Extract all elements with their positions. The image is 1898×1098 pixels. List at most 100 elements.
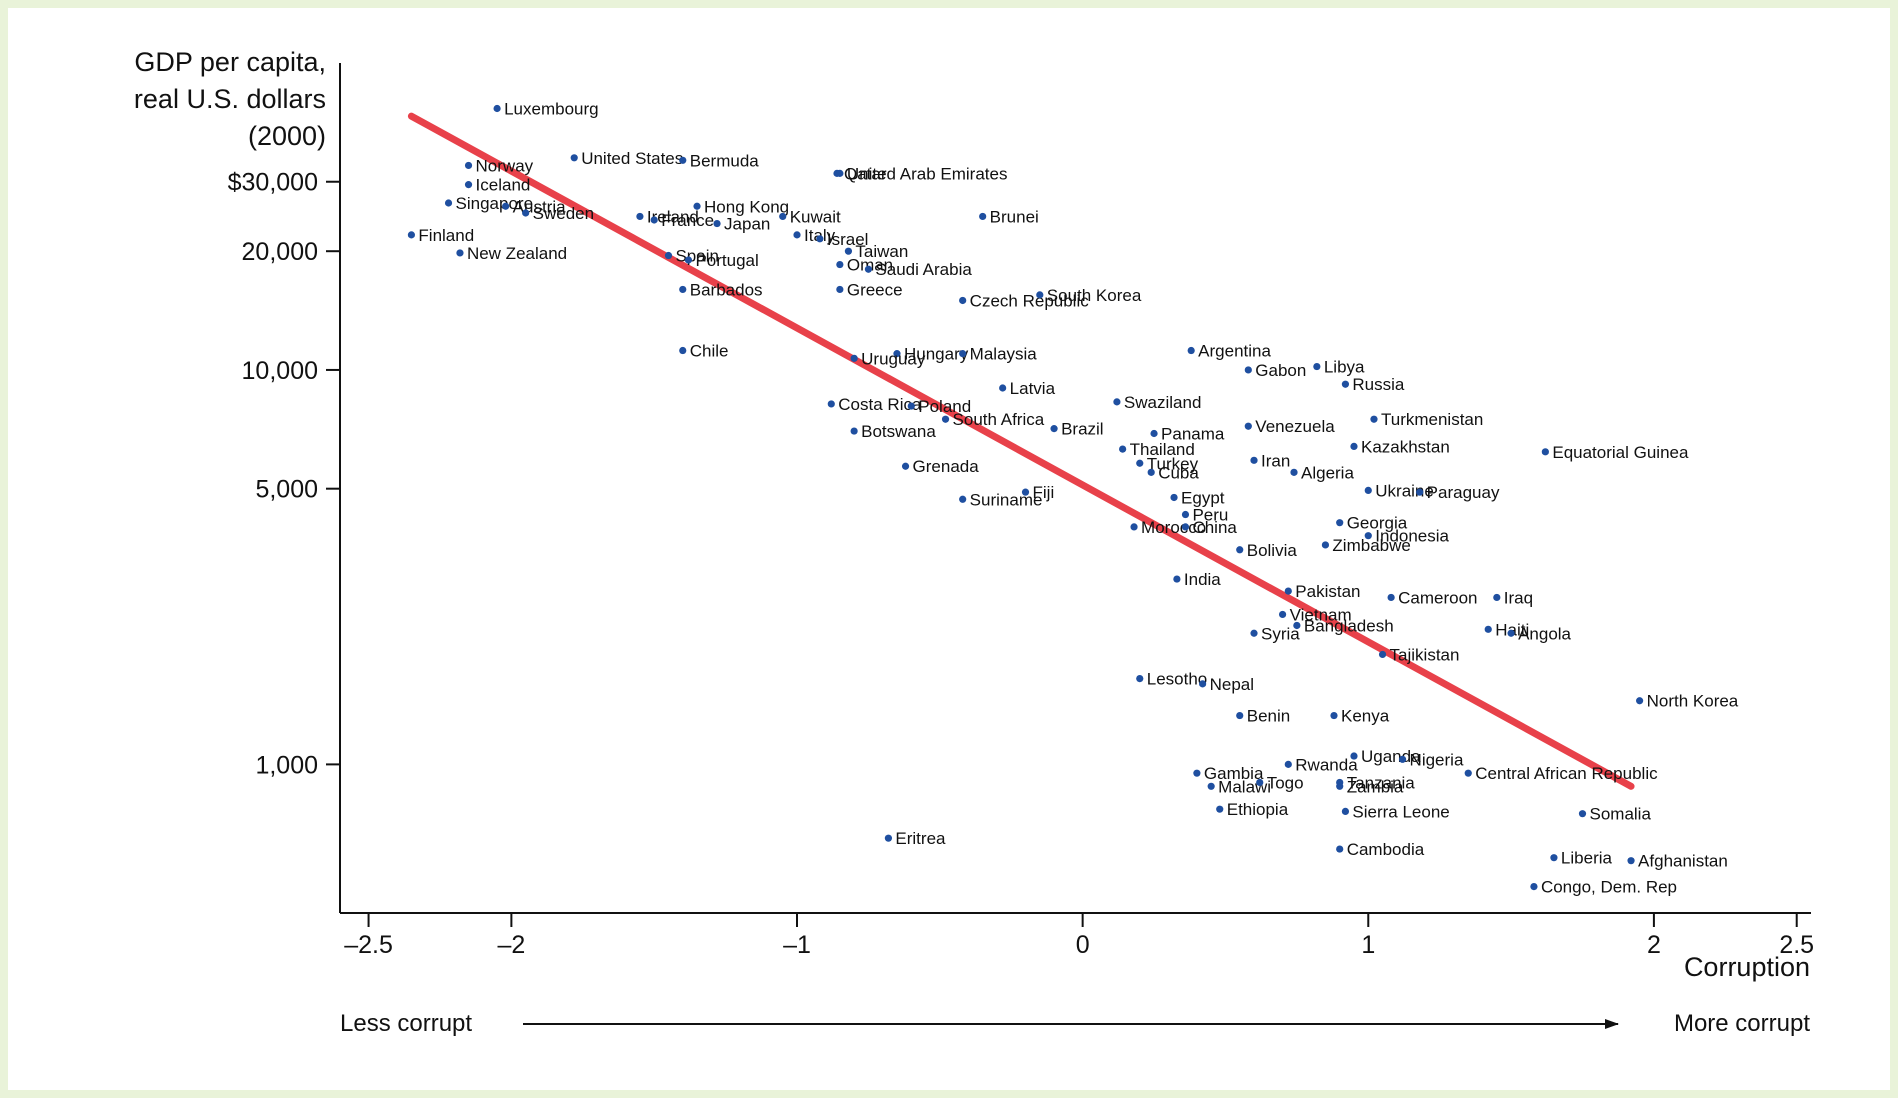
point-label-turkey: Turkey — [1147, 454, 1199, 473]
point-tajikistan — [1378, 650, 1387, 659]
point-label-saudi-arabia: Saudi Arabia — [875, 260, 972, 279]
x-tick-label: 0 — [1076, 931, 1090, 959]
point-turkmenistan — [1370, 415, 1378, 423]
point-chile — [679, 346, 687, 355]
point-label-botswana: Botswana — [861, 422, 936, 441]
point-ethiopia — [1216, 805, 1224, 813]
point-benin — [1236, 711, 1244, 720]
point-label-gabon: Gabon — [1255, 361, 1306, 380]
point-morocco — [1130, 523, 1138, 531]
point-nigeria — [1398, 755, 1407, 763]
point-label-somalia: Somalia — [1589, 805, 1651, 824]
point-uganda — [1350, 752, 1358, 760]
point-norway — [464, 161, 473, 170]
point-china — [1181, 523, 1190, 531]
y-axis-ticks: $30,000 20,000 10,000 5,000 1,000 — [228, 169, 340, 779]
point-label-togo: Togo — [1267, 773, 1304, 792]
point-label-new-zealand: New Zealand — [467, 244, 567, 263]
x-axis-ticks: –2.5 –2 –1 0 1 2 2.5 — [344, 913, 1814, 959]
point-label-zimbabwe: Zimbabwe — [1332, 536, 1410, 555]
point-equatorial-guinea — [1541, 448, 1549, 456]
point-cuba — [1147, 468, 1155, 476]
point-lesotho — [1136, 675, 1144, 683]
point-label-nigeria: Nigeria — [1410, 750, 1464, 769]
point-bangladesh — [1293, 621, 1301, 630]
point-label-china: China — [1192, 518, 1237, 537]
point-label-kenya: Kenya — [1341, 707, 1390, 726]
point-label-georgia: Georgia — [1347, 514, 1408, 533]
point-liberia — [1550, 854, 1558, 862]
point-egypt — [1170, 493, 1178, 502]
y-tick-label: 1,000 — [255, 751, 318, 779]
point-label-peru: Peru — [1192, 506, 1228, 525]
point-label-fiji: Fiji — [1033, 483, 1055, 502]
point-label-united-arab-emirates: United Arab Emirates — [847, 164, 1008, 183]
trend-line — [407, 112, 1635, 790]
point-gabon — [1244, 366, 1252, 374]
point-label-paraguay: Paraguay — [1427, 483, 1500, 502]
point-label-ethiopia: Ethiopia — [1227, 800, 1289, 819]
point-label-greece: Greece — [847, 280, 903, 299]
point-japan — [713, 219, 721, 228]
point-kazakhstan — [1350, 442, 1358, 450]
point-malaysia — [959, 350, 967, 358]
point-tanzania — [1336, 778, 1344, 787]
point-label-russia: Russia — [1352, 375, 1405, 394]
point-cambodia — [1336, 845, 1344, 853]
point-czech-republic — [959, 296, 967, 305]
point-new-zealand — [456, 249, 464, 257]
point-label-kazakhstan: Kazakhstan — [1361, 437, 1450, 456]
y-axis-title-line-3: (2000) — [248, 121, 326, 151]
y-tick-label: $30,000 — [228, 169, 318, 197]
point-label-luxembourg: Luxembourg — [504, 100, 599, 119]
point-label-angola: Angola — [1518, 624, 1571, 643]
point-label-morocco: Morocco — [1141, 518, 1206, 537]
point-iran — [1250, 456, 1258, 464]
point-italy — [793, 231, 801, 239]
point-uruguay — [850, 354, 858, 362]
point-algeria — [1290, 468, 1298, 476]
data-points: Luxembourg Norway United States Bermuda Icel… — [407, 100, 1739, 897]
point-label-indonesia: Indonesia — [1375, 527, 1449, 546]
point-gambia — [1193, 769, 1201, 777]
point-luxembourg — [493, 104, 501, 113]
point-paraguay — [1416, 488, 1424, 496]
point-south-korea — [1036, 291, 1044, 299]
point-kuwait — [779, 212, 787, 221]
point-label-lesotho: Lesotho — [1147, 670, 1208, 689]
point-label-equatorial-guinea: Equatorial Guinea — [1552, 443, 1689, 462]
point-argentina — [1187, 346, 1195, 355]
x-axis-title: Corruption — [1684, 952, 1810, 982]
point-label-swaziland: Swaziland — [1124, 393, 1202, 412]
point-iceland — [464, 181, 473, 189]
point-greece — [836, 285, 844, 294]
point-pakistan — [1284, 587, 1292, 595]
point-label-portugal: Portugal — [695, 251, 758, 270]
point-label-nepal: Nepal — [1210, 675, 1254, 694]
point-label-france: France — [661, 211, 714, 230]
point-label-egypt: Egypt — [1181, 488, 1225, 507]
point-suriname — [959, 495, 967, 503]
point-label-iraq: Iraq — [1504, 588, 1533, 607]
point-grenada — [901, 462, 910, 470]
point-congo-dem-rep — [1530, 882, 1538, 891]
point-brunei — [979, 212, 987, 221]
point-label-india: India — [1184, 570, 1221, 589]
point-taiwan — [844, 247, 853, 255]
point-label-south-korea: South Korea — [1047, 286, 1142, 305]
point-label-oman: Oman — [847, 256, 893, 275]
point-label-cameroon: Cameroon — [1398, 588, 1477, 607]
point-label-tanzania: Tanzania — [1347, 773, 1416, 792]
point-label-thailand: Thailand — [1130, 440, 1195, 459]
y-tick-label: 20,000 — [242, 238, 318, 266]
point-label-rwanda: Rwanda — [1295, 755, 1358, 774]
point-label-north-korea: North Korea — [1647, 692, 1739, 711]
point-label-bermuda: Bermuda — [690, 151, 760, 170]
point-label-japan: Japan — [724, 215, 770, 234]
point-sierra-leone — [1341, 807, 1350, 816]
point-finland — [407, 231, 416, 239]
chart-frame: GDP per capita, real U.S. dollars (2000)… — [8, 8, 1890, 1090]
point-turkey — [1136, 459, 1144, 467]
point-panama — [1150, 429, 1158, 438]
point-label-hong-kong: Hong Kong — [704, 197, 789, 216]
